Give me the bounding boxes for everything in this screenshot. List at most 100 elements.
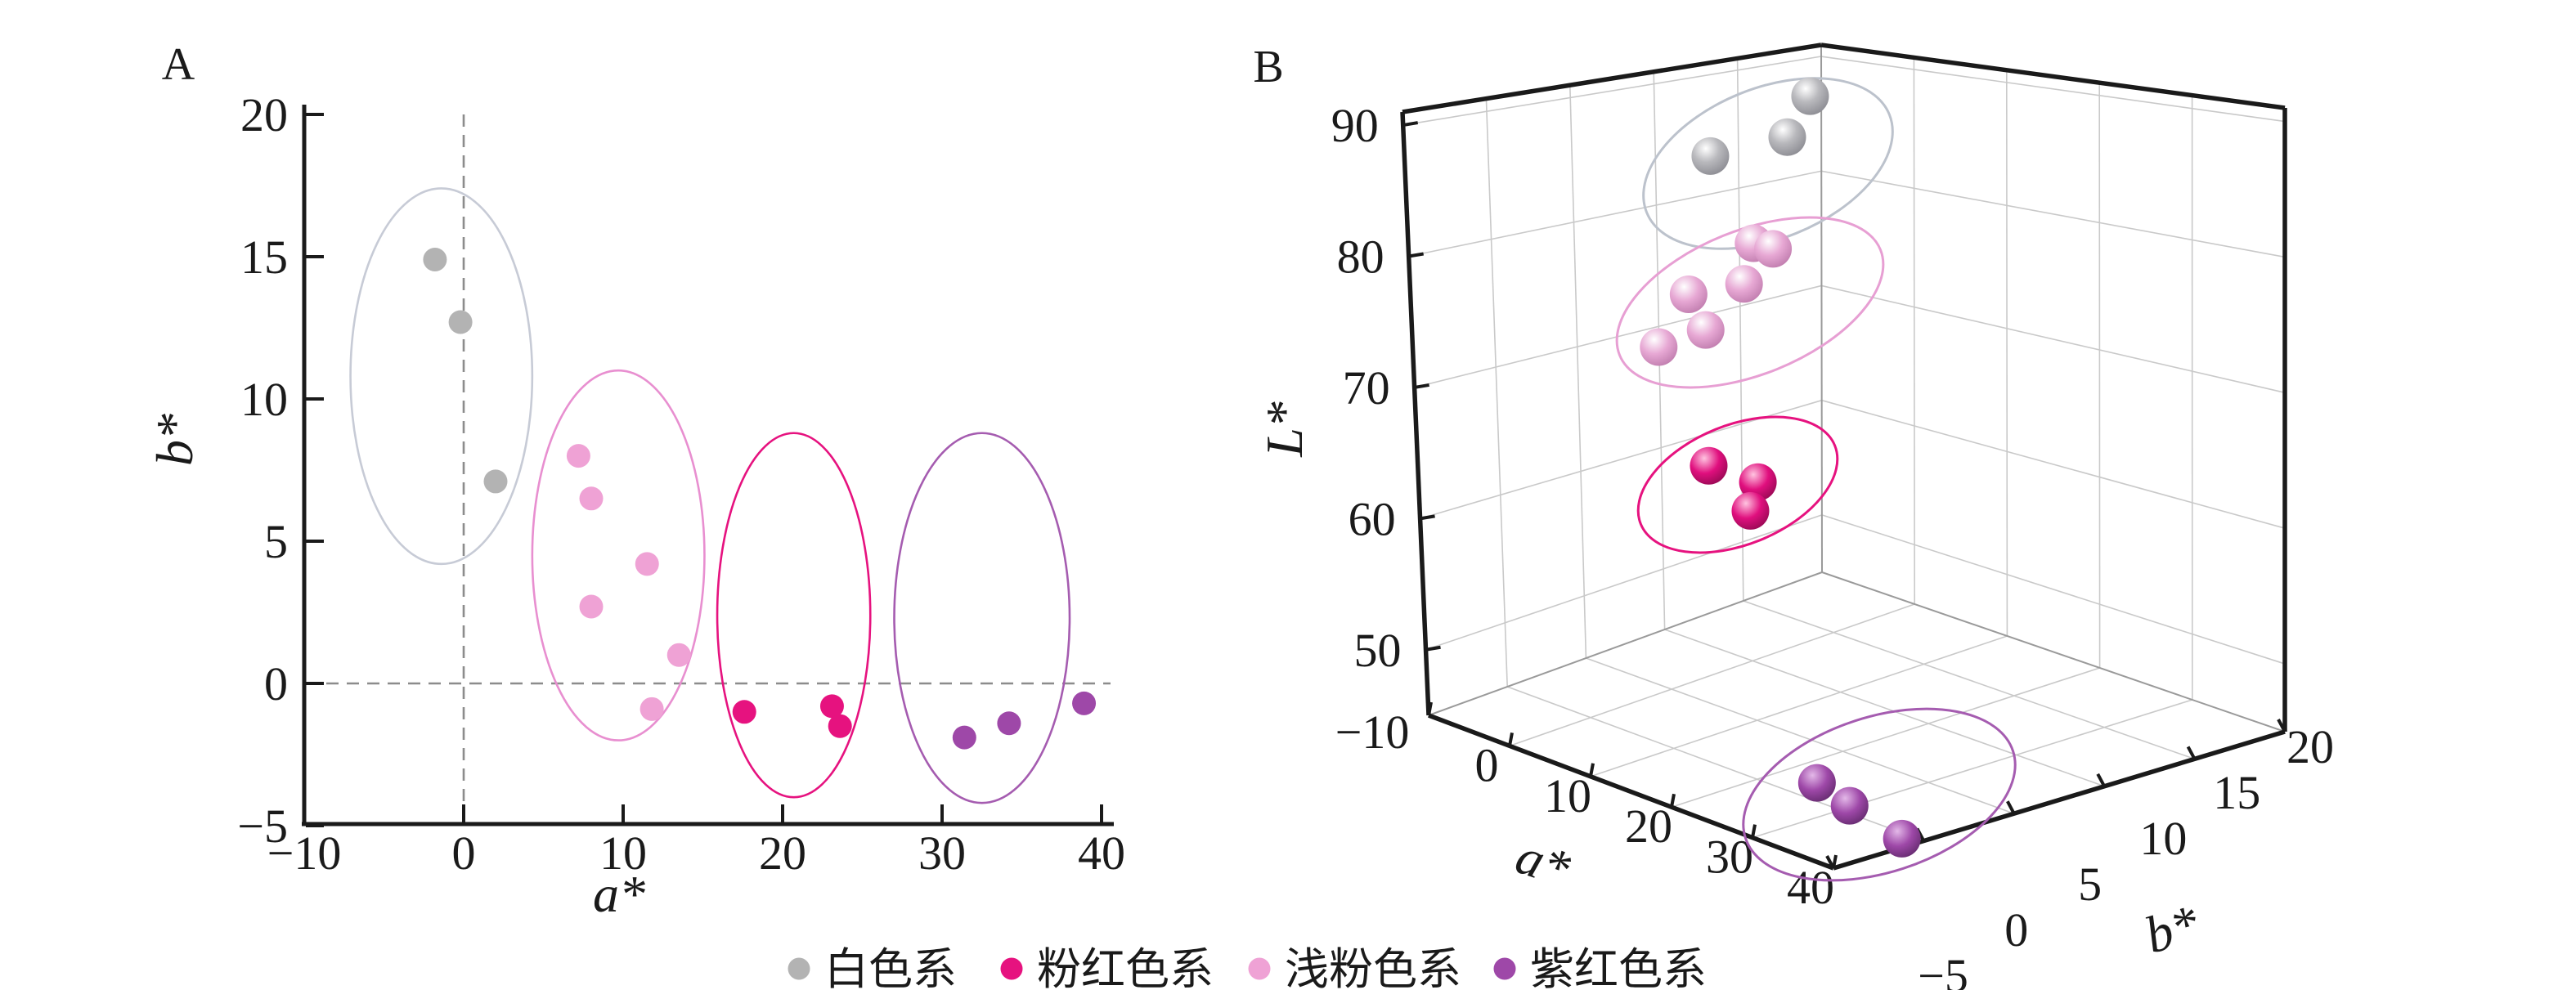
cluster-ellipse-3d-2: [1636, 415, 1839, 554]
panel-a-letter: A: [162, 39, 195, 90]
data-point-3-2: [1072, 691, 1097, 715]
legend-dot-0: [788, 957, 810, 980]
data-sphere-2-0: [1690, 446, 1728, 485]
b-axis-name: b*: [2138, 894, 2206, 965]
cluster-ellipse-3d-3: [1742, 707, 2017, 882]
right-wall-gridline-a10: [2006, 69, 2008, 637]
legend-dot-2: [1248, 957, 1271, 980]
top-right-edge: [1820, 43, 2286, 110]
a-tick: [1427, 701, 1433, 716]
right-wall-gridline-L50: [1821, 514, 2286, 665]
a-tick-label: −10: [1335, 706, 1410, 759]
a-tick-label: 0: [1475, 738, 1499, 791]
cluster-ellipse-2: [716, 432, 872, 799]
left-wall-gridline-b0: [1485, 98, 1508, 688]
data-sphere-1-0: [1640, 328, 1678, 366]
data-sphere-3-2: [1883, 819, 1921, 858]
x-tick-label: 30: [918, 826, 966, 880]
L-tick-label: 50: [1354, 624, 1402, 677]
legend-label-3: 紫红色系: [1530, 945, 1707, 990]
floor-gridline-b5: [1586, 657, 2015, 814]
data-sphere-3-0: [1797, 764, 1836, 802]
data-point-1-1: [579, 486, 604, 511]
a-axis-spine: [1428, 713, 1834, 871]
L-tick-label: 80: [1337, 230, 1384, 283]
a-tick: [1751, 824, 1757, 838]
b-tick-label: 0: [2004, 903, 2028, 956]
data-point-1-5: [640, 697, 664, 721]
a-tick-label: 20: [1625, 800, 1672, 853]
y-tick-label: 20: [240, 88, 288, 141]
top-left-edge: [1402, 43, 1822, 114]
b-tick: [1825, 855, 1835, 869]
b-tick: [2186, 746, 2197, 760]
b-tick-label: −5: [1918, 949, 1968, 990]
L-tick: [1414, 383, 1429, 389]
floor-gridline-b10: [1664, 629, 2105, 787]
y-tick-label: 10: [240, 373, 288, 426]
wall-joint-edge: [1820, 44, 1823, 573]
x-tick-label: 40: [1078, 826, 1125, 880]
legend-dot-1: [1000, 957, 1023, 980]
x-tick-label: −10: [267, 826, 342, 880]
L-tick-label: 70: [1343, 361, 1390, 414]
data-point-0-0: [423, 247, 447, 271]
data-point-1-4: [666, 643, 691, 667]
L-tick: [1402, 121, 1419, 128]
x-tick-label: 10: [599, 826, 647, 880]
left-wall-gridline-L60: [1420, 399, 1822, 520]
y-tick-label: 15: [240, 231, 288, 284]
floor-gridline-a0: [1509, 603, 1915, 747]
x-tick-label: 0: [452, 826, 476, 880]
cluster-ellipse-3: [893, 432, 1071, 804]
data-point-1-3: [579, 594, 604, 619]
panel-b-letter: B: [1253, 42, 1283, 92]
data-sphere-1-2: [1669, 275, 1708, 314]
a-tick-label: 10: [1544, 769, 1591, 822]
L-tick-label: 60: [1349, 492, 1396, 545]
right-wall-gridline-L80: [1821, 170, 2286, 258]
L-axis-name: L*: [1255, 401, 1313, 458]
legend-dot-3: [1493, 957, 1516, 980]
floor-gridline-a10: [1590, 635, 2008, 777]
data-point-0-1: [448, 310, 473, 334]
legend-label-0: 白色系: [824, 945, 957, 990]
data-point-2-2: [828, 714, 852, 738]
right-wall-gridline-L90: [1820, 56, 2286, 123]
data-sphere-2-1: [1739, 463, 1777, 501]
floor-gridline-a20: [1671, 667, 2100, 808]
cluster-ellipse-3d-1: [1615, 216, 1885, 389]
L-tick: [1408, 252, 1424, 258]
panel-a-2d-scatter: 20 15 10 5 0 −5−10 0 10 20 30 40 b* a* A: [146, 39, 1125, 923]
data-sphere-3-1: [1830, 786, 1869, 825]
cluster-ellipse-1: [531, 369, 706, 741]
cluster-ellipse-3d-0: [1642, 77, 1894, 250]
L-axis-spine: [1400, 111, 1431, 716]
data-point-0-2: [483, 469, 508, 494]
floor-gridline-a30: [1752, 699, 2193, 839]
data-sphere-2-2: [1731, 491, 1770, 530]
data-sphere-1-1: [1686, 311, 1725, 349]
b-tick: [2006, 800, 2016, 815]
y-tick-label: 5: [264, 515, 288, 568]
x-tick-label: 20: [759, 826, 806, 880]
data-sphere-0-0: [1691, 137, 1730, 175]
y-axis-name: b*: [146, 414, 204, 466]
right-wall-gridline-L70: [1821, 284, 2286, 394]
L-tick-label: 90: [1331, 99, 1379, 152]
y-tick-label: 0: [264, 657, 288, 710]
floor-right-back-edge: [1821, 571, 2286, 732]
left-wall-gridline-L90: [1402, 56, 1822, 126]
data-sphere-0-1: [1768, 118, 1806, 156]
b-tick-label: 20: [2287, 720, 2334, 773]
floor-left-back-edge: [1428, 571, 1823, 716]
L-tick: [1425, 645, 1441, 652]
b-tick-label: 5: [2078, 858, 2102, 911]
data-point-3-0: [952, 725, 976, 750]
left-wall-gridline-b5: [1569, 85, 1587, 659]
data-point-2-0: [732, 700, 756, 724]
left-wall-gridline-L80: [1408, 170, 1822, 258]
